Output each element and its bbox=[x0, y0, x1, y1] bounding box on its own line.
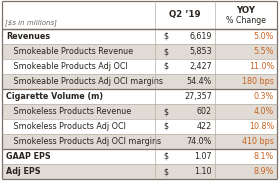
Bar bbox=[2, 59, 277, 74]
Text: Q2 ’19: Q2 ’19 bbox=[169, 10, 201, 20]
Text: 5.0%: 5.0% bbox=[254, 32, 274, 41]
Bar bbox=[2, 104, 277, 119]
Text: Smokeless Products Revenue: Smokeless Products Revenue bbox=[6, 107, 131, 116]
Bar bbox=[2, 119, 277, 134]
Text: 2,427: 2,427 bbox=[189, 62, 212, 71]
Text: 27,357: 27,357 bbox=[184, 92, 212, 101]
Text: $: $ bbox=[163, 47, 168, 56]
Text: 5.5%: 5.5% bbox=[254, 47, 274, 56]
Bar bbox=[2, 149, 277, 164]
Text: 8.1%: 8.1% bbox=[254, 152, 274, 161]
Text: $: $ bbox=[163, 62, 168, 71]
Text: 1.07: 1.07 bbox=[194, 152, 212, 161]
Text: % Change: % Change bbox=[226, 16, 266, 25]
Text: Smokeable Products Adj OCI: Smokeable Products Adj OCI bbox=[6, 62, 128, 71]
Text: 4.0%: 4.0% bbox=[254, 107, 274, 116]
Text: 180 bps: 180 bps bbox=[242, 77, 274, 86]
Text: 410 bps: 410 bps bbox=[242, 137, 274, 146]
Text: 602: 602 bbox=[197, 107, 212, 116]
Bar bbox=[2, 164, 277, 179]
Text: 11.0%: 11.0% bbox=[249, 62, 274, 71]
Text: $: $ bbox=[163, 107, 168, 116]
Text: $: $ bbox=[163, 122, 168, 131]
Bar bbox=[2, 1, 277, 29]
Text: Smokeable Products Adj OCI margins: Smokeable Products Adj OCI margins bbox=[6, 77, 163, 86]
Text: Smokeable Products Revenue: Smokeable Products Revenue bbox=[6, 47, 133, 56]
Text: 1.10: 1.10 bbox=[194, 167, 212, 176]
Text: 10.8%: 10.8% bbox=[249, 122, 274, 131]
Text: 54.4%: 54.4% bbox=[187, 77, 212, 86]
Text: $: $ bbox=[163, 152, 168, 161]
Bar bbox=[2, 44, 277, 59]
Text: $: $ bbox=[163, 167, 168, 176]
Bar bbox=[2, 74, 277, 89]
Bar bbox=[2, 89, 277, 104]
Text: [$s in millions]: [$s in millions] bbox=[5, 19, 57, 26]
Text: 422: 422 bbox=[197, 122, 212, 131]
Text: GAAP EPS: GAAP EPS bbox=[6, 152, 51, 161]
Text: 74.0%: 74.0% bbox=[187, 137, 212, 146]
Bar bbox=[2, 134, 277, 149]
Text: 6,619: 6,619 bbox=[189, 32, 212, 41]
Text: 8.9%: 8.9% bbox=[254, 167, 274, 176]
Text: 5,853: 5,853 bbox=[189, 47, 212, 56]
Text: $: $ bbox=[163, 32, 168, 41]
Bar bbox=[2, 29, 277, 44]
Text: Revenues: Revenues bbox=[6, 32, 50, 41]
Text: Cigarette Volume (m): Cigarette Volume (m) bbox=[6, 92, 103, 101]
Text: Smokeless Products Adj OCI margins: Smokeless Products Adj OCI margins bbox=[6, 137, 161, 146]
Text: Smokeless Products Adj OCI: Smokeless Products Adj OCI bbox=[6, 122, 126, 131]
Text: YOY: YOY bbox=[237, 6, 256, 15]
Text: 0.3%: 0.3% bbox=[254, 92, 274, 101]
Text: Adj EPS: Adj EPS bbox=[6, 167, 41, 176]
